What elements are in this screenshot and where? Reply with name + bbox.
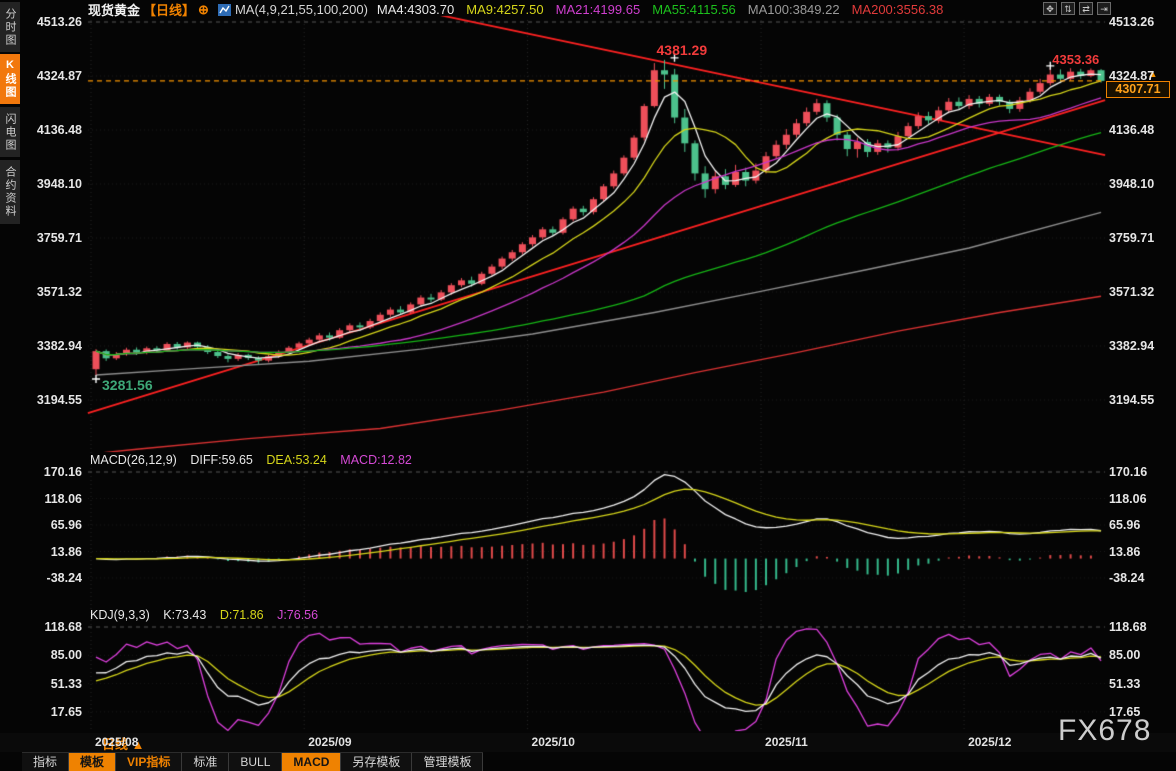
macd-macd-value: MACD:12.82 <box>340 453 412 467</box>
date-label: 2025/09 <box>308 735 352 749</box>
kdj-tick-label: 85.00 <box>50 648 82 663</box>
date-label: 2025/08 <box>95 735 139 749</box>
sidebar-tab-2[interactable]: K线图 <box>0 54 20 104</box>
price-tick-label: 3382.94 <box>1109 339 1155 353</box>
price-tick-label: 3759.71 <box>36 231 82 245</box>
macd-tick-label: 170.16 <box>43 465 82 479</box>
price-tick-label: 4136.48 <box>1109 123 1155 137</box>
ma-values: MA4:4303.70 MA9:4257.50 MA21:4199.65 MA55:4… <box>377 2 943 17</box>
macd-tick-label: 13.86 <box>1109 544 1141 559</box>
price-tick-label: 3759.71 <box>1109 231 1155 245</box>
kdj-tick-label: 17.65 <box>50 704 82 719</box>
chart-logo-icon <box>217 3 231 16</box>
macd-header: MACD(26,12,9) DIFF:59.65 DEA:53.24 MACD:… <box>90 453 422 467</box>
macd-tick-label: 170.16 <box>1109 465 1148 479</box>
macd-tick-label: 65.96 <box>1109 518 1141 532</box>
macd-dea-value: DEA:53.24 <box>266 453 327 467</box>
bottom-tab-2[interactable]: 模板 <box>69 753 117 771</box>
kdj-tick-label: 85.00 <box>1109 648 1141 663</box>
price-tick-label: 3571.32 <box>36 285 82 299</box>
macd-title: MACD(26,12,9) <box>90 453 177 467</box>
latest-price-marker-icon[interactable]: ▲ <box>1147 68 1158 80</box>
price-tick-label: 4513.26 <box>36 15 82 29</box>
kdj-tick-label: 17.65 <box>1109 704 1141 719</box>
add-indicator-icon[interactable]: ⊕ <box>198 1 209 17</box>
ma-value-6: MA200:3556.38 <box>851 2 944 17</box>
sidebar-tab-1[interactable]: 分时图 <box>0 2 20 52</box>
price-tick-label: 3382.94 <box>36 339 82 353</box>
ma-value-4: MA55:4115.56 <box>652 2 736 17</box>
sidebar-tab-4[interactable]: 合约资料 <box>0 160 20 224</box>
kdj-tick-label: 118.68 <box>1109 620 1147 634</box>
timeline-row: 日线 ▲ 2025/08 2025/09 2025/10 2025/11 2025/12 <box>0 733 1176 752</box>
watermark: FX678 <box>1058 714 1152 747</box>
pan-tool-icon[interactable]: ✥ <box>1043 2 1057 15</box>
period-low-label: 3281.56 <box>102 377 153 394</box>
kdj-title: KDJ(9,3,3) <box>90 608 150 622</box>
ma-value-2: MA9:4257.50 <box>466 2 544 17</box>
bottom-tab-8[interactable]: 管理模板 <box>412 753 484 771</box>
price-tick-label: 4324.87 <box>36 69 82 83</box>
date-label: 2025/11 <box>765 735 808 749</box>
price-tick-label: 3571.32 <box>1109 285 1155 299</box>
chart-toolbar: ✥ ⇅ ⇄ ⇥ <box>1043 2 1111 15</box>
period-tag: 【日线】 <box>143 3 196 18</box>
bottom-tab-7[interactable]: 另存模板 <box>341 753 413 771</box>
kdj-tick-label: 51.33 <box>1109 676 1141 691</box>
price-tick-label: 4324.87 <box>1109 69 1155 83</box>
peak-price-label: 4381.29 <box>656 41 708 58</box>
bottom-tab-bar: 指标 模板 VIP指标 标准 BULL MACD 另存模板 管理模板 <box>22 752 484 771</box>
chart-header: 现货黄金 【日线】 ⊕ MA(4,9,21,55,100,200) MA4:43… <box>88 1 943 19</box>
ma-definition: MA(4,9,21,55,100,200) <box>234 2 368 17</box>
kdj-header: KDJ(9,3,3) K:73.43 D:71.86 J:76.56 <box>90 608 328 622</box>
price-tick-label: 4513.26 <box>1109 15 1155 29</box>
kdj-j-value: J:76.56 <box>277 608 319 622</box>
macd-tick-label: -38.24 <box>1109 570 1145 585</box>
macd-tick-label: 13.86 <box>50 544 82 559</box>
kdj-tick-label: 118.68 <box>44 620 82 634</box>
ma-value-1: MA4:4303.70 <box>376 2 455 17</box>
price-tick-label: 3948.10 <box>1109 177 1155 191</box>
price-tick-label: 3948.10 <box>36 177 82 191</box>
sidebar-tab-3[interactable]: 闪电图 <box>0 107 20 157</box>
date-label: 2025/10 <box>531 735 575 749</box>
symbol-name: 现货黄金 <box>88 3 141 18</box>
bottom-tab-4[interactable]: 标准 <box>182 753 230 771</box>
macd-tick-label: 118.06 <box>1109 491 1147 506</box>
bottom-tab-1[interactable]: 指标 <box>22 753 70 771</box>
macd-diff-value: DIFF:59.65 <box>190 453 253 467</box>
bottom-tab-3[interactable]: VIP指标 <box>116 753 183 771</box>
price-tick-label: 4136.48 <box>36 123 82 137</box>
y-scale-icon[interactable]: ⇅ <box>1061 2 1075 15</box>
macd-tick-label: 118.06 <box>44 491 82 506</box>
current-price-box: 4307.71 <box>1106 81 1170 98</box>
detach-panel-icon[interactable]: ⇥ <box>1097 2 1111 15</box>
macd-tick-label: -38.24 <box>46 570 82 585</box>
kdj-k-value: K:73.43 <box>163 608 207 622</box>
recent-high-label: 4353.36 <box>1052 51 1100 67</box>
date-label: 2025/12 <box>968 735 1012 749</box>
timeframe-selector[interactable]: 日线 ▲ <box>102 737 145 752</box>
price-tick-label: 3194.55 <box>36 393 82 407</box>
x-scale-icon[interactable]: ⇄ <box>1079 2 1093 15</box>
price-tick-label: 3194.55 <box>1109 393 1155 407</box>
kdj-d-value: D:71.86 <box>219 608 264 622</box>
macd-tick-label: 65.96 <box>50 518 82 532</box>
kdj-tick-label: 51.33 <box>50 676 82 691</box>
ma-value-3: MA21:4199.65 <box>555 2 641 17</box>
bottom-tab-6[interactable]: MACD <box>282 753 342 771</box>
ma-value-5: MA100:3849.22 <box>747 2 840 17</box>
bottom-tab-5[interactable]: BULL <box>229 753 283 771</box>
